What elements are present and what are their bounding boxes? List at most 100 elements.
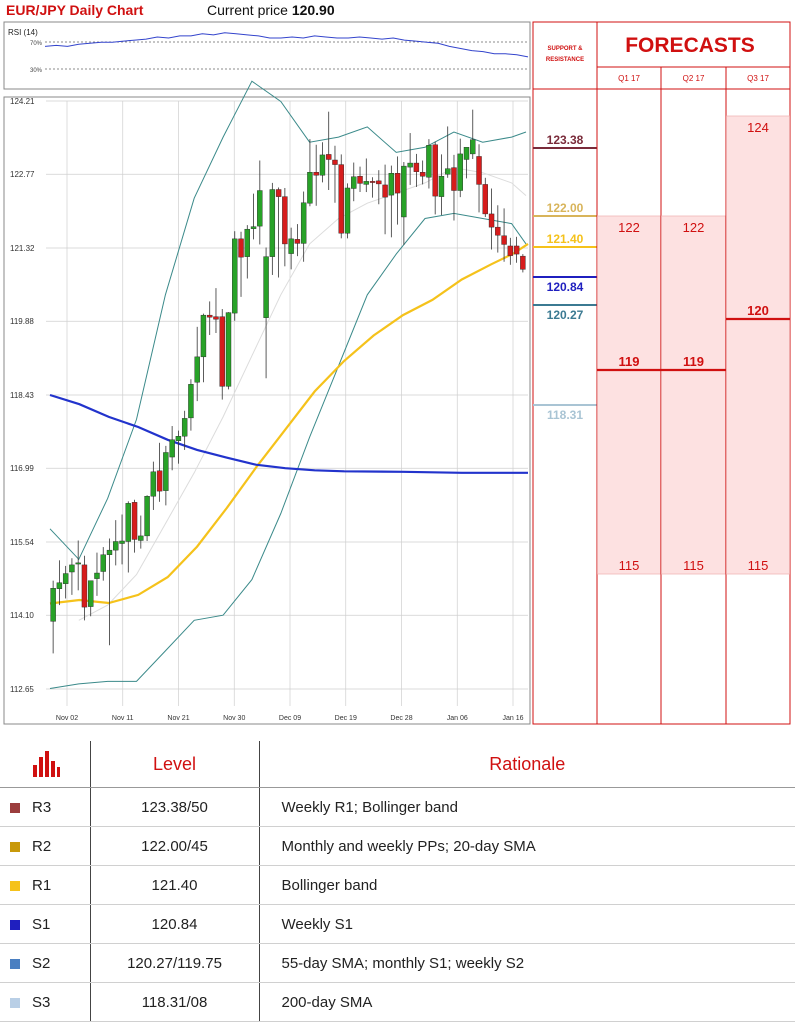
table-row: S1 120.84 Weekly S1 xyxy=(0,904,795,944)
candle-body xyxy=(501,235,507,245)
sr-level-label: 118.31 xyxy=(547,408,583,422)
level-color-swatch xyxy=(10,880,20,891)
level-value: 122.00/45 xyxy=(90,826,260,866)
candle-body xyxy=(131,502,138,540)
candle-body xyxy=(250,226,257,229)
table-row: S2 120.27/119.75 55-day SMA; monthly S1; w… xyxy=(0,943,795,983)
candle-body xyxy=(94,572,100,579)
level-name-cell: R2 xyxy=(0,826,91,866)
forecast-range-band xyxy=(597,215,661,575)
candle-body xyxy=(319,154,326,176)
candle-body xyxy=(125,503,131,542)
level-value: 121.40 xyxy=(90,865,260,905)
chart-title: EUR/JPY Daily Chart xyxy=(6,2,144,18)
x-tick-label: Dec 28 xyxy=(390,715,412,722)
sma55-line xyxy=(49,242,529,605)
bar-chart-icon xyxy=(0,741,91,788)
table-row: S3 118.31/08 200-day SMA xyxy=(0,982,795,1022)
sr-header-line2: RESISTANCE xyxy=(546,57,584,63)
x-tick-label: Dec 09 xyxy=(279,715,301,722)
level-value: 120.84 xyxy=(90,904,260,944)
rsi-line xyxy=(44,32,529,58)
candle-body xyxy=(488,213,495,228)
candle-body xyxy=(81,564,88,608)
y-tick-label: 114.10 xyxy=(10,611,34,620)
candle-body xyxy=(407,162,413,168)
level-rationale: Bollinger band xyxy=(259,865,795,905)
candle-body xyxy=(181,418,188,437)
candle-body xyxy=(282,196,288,245)
candle-body xyxy=(69,564,75,573)
candle-body xyxy=(507,245,514,256)
candle-body xyxy=(451,167,457,191)
level-rationale: Monthly and weekly PPs; 20-day SMA xyxy=(259,826,795,866)
candle-body xyxy=(156,470,163,492)
forecast-low-label: 115 xyxy=(683,558,704,573)
candle-body xyxy=(307,172,313,204)
candle-body xyxy=(62,573,69,584)
y-tick-label: 119.88 xyxy=(10,317,34,326)
table-header: Level Rationale xyxy=(0,741,795,788)
candle-body xyxy=(207,314,213,318)
forecast-title-box xyxy=(596,21,791,68)
level-rationale: Weekly R1; Bollinger band xyxy=(259,787,795,827)
forecast-mid-label: 119 xyxy=(619,354,640,369)
candle-body xyxy=(213,316,219,320)
price-label: Current price xyxy=(207,2,288,18)
eurjpy-chart: RSI (14) 70% 30% 124.21 122.77 121.32 119.8… xyxy=(3,21,791,725)
sr-column xyxy=(532,88,598,725)
candle-body xyxy=(332,159,338,165)
levels-table: Level Rationale R3 123.38/50 Weekly R1; Bo… xyxy=(0,741,795,1022)
sr-header-line1: SUPPORT & xyxy=(547,46,583,52)
y-tick-label: 124.21 xyxy=(10,97,35,106)
forecast-range-band xyxy=(726,115,790,575)
level-name: R1 xyxy=(32,876,52,894)
candle-body xyxy=(225,312,232,387)
candle-body xyxy=(338,164,344,234)
candle-body xyxy=(106,549,113,555)
candle-body xyxy=(150,471,157,497)
candle-body xyxy=(294,239,301,244)
candle-body xyxy=(119,540,125,544)
candle-body xyxy=(238,238,244,258)
forecast-quarter-label: Q2 17 xyxy=(683,74,705,83)
sr-level-label: 120.84 xyxy=(547,280,584,294)
table-row: R3 123.38/50 Weekly R1; Bollinger band xyxy=(0,787,795,827)
forecast-high-label: 122 xyxy=(618,220,640,235)
candle-body xyxy=(394,173,401,194)
price-value: 120.90 xyxy=(291,2,335,18)
candle-body xyxy=(419,172,426,177)
y-tick-label: 116.99 xyxy=(10,464,34,473)
x-tick-label: Nov 21 xyxy=(167,715,189,722)
forecast-quarter-label: Q3 17 xyxy=(747,74,769,83)
candle-body xyxy=(463,147,470,160)
y-tick-label: 122.77 xyxy=(10,170,35,179)
candle-body xyxy=(344,187,351,234)
candle-body xyxy=(326,154,332,160)
candle-body xyxy=(445,168,451,175)
y-tick-label: 115.54 xyxy=(10,538,34,547)
candle-body xyxy=(263,256,269,318)
level-name-cell: S1 xyxy=(0,904,91,944)
level-name: R3 xyxy=(32,798,52,816)
candle-body xyxy=(169,439,175,458)
forecast-range-band xyxy=(661,215,726,575)
level-name-cell: R1 xyxy=(0,865,91,905)
header-level: Level xyxy=(90,741,260,788)
candle-body xyxy=(300,202,307,244)
forecast-low-label: 115 xyxy=(748,558,769,573)
sr-level-label: 120.27 xyxy=(547,308,584,322)
candle-body xyxy=(351,176,357,189)
candle-body xyxy=(138,535,144,541)
level-name-cell: S3 xyxy=(0,982,91,1022)
bollinger-lower-line xyxy=(49,212,527,689)
candle-body xyxy=(495,226,501,236)
candle-body xyxy=(144,496,150,537)
rsi-panel xyxy=(3,21,531,90)
forecast-mid-label: 120 xyxy=(747,303,769,318)
level-rationale: Weekly S1 xyxy=(259,904,795,944)
price-panel xyxy=(3,96,531,725)
candle-body xyxy=(100,554,106,572)
y-tick-label: 121.32 xyxy=(10,244,35,253)
level-name-cell: S2 xyxy=(0,943,91,983)
